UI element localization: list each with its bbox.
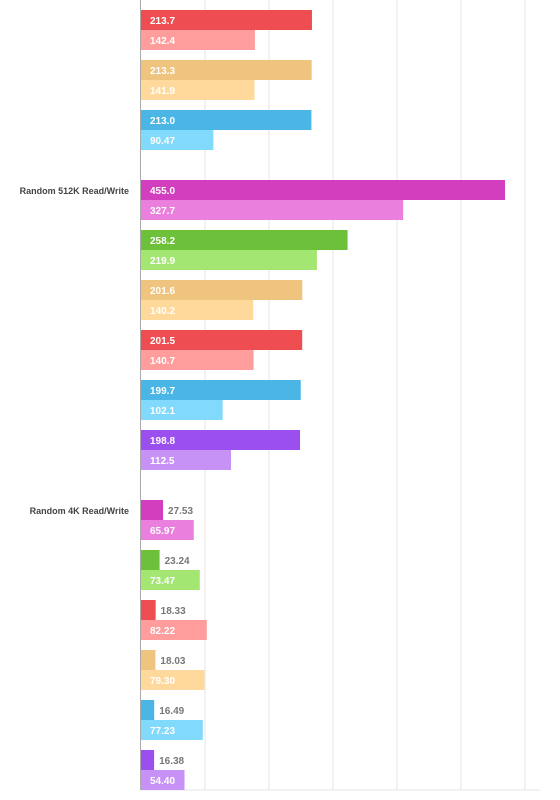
read-bar <box>141 330 303 350</box>
bar-value-label: 140.2 <box>150 306 175 317</box>
read-bar <box>141 380 301 400</box>
write-bar <box>141 300 254 320</box>
read-bar <box>141 430 301 450</box>
bar-value-label: 18.03 <box>160 656 185 667</box>
read-bar <box>141 550 160 570</box>
bars: 213.7 142.4 213.3 141.9 213.0 90.47 455.0 327.7… <box>141 10 505 790</box>
bar-value-label: 455.0 <box>150 186 175 197</box>
write-bar <box>141 570 200 590</box>
read-bar <box>141 600 156 620</box>
write-bar <box>141 250 317 270</box>
bar-value-label: 65.97 <box>150 526 175 537</box>
bar-value-label: 201.6 <box>150 286 175 297</box>
write-bar <box>141 770 185 790</box>
read-bar <box>141 180 505 200</box>
bar-value-label: 16.49 <box>159 706 184 717</box>
write-bar <box>141 200 404 220</box>
bar-value-label: 258.2 <box>150 236 175 247</box>
bar-value-label: 141.9 <box>150 86 175 97</box>
write-bar <box>141 720 203 740</box>
write-bar <box>141 350 254 370</box>
write-bar <box>141 400 223 420</box>
bar-value-label: 90.47 <box>150 136 175 147</box>
bar-value-label: 77.23 <box>150 726 175 737</box>
category-labels: Random 512K Read/Write Random 4K Read/Wri… <box>20 186 129 516</box>
bar-value-label: 54.40 <box>150 776 175 787</box>
write-bar <box>141 670 205 690</box>
read-bar <box>141 750 155 770</box>
category-label: Random 4K Read/Write <box>30 506 129 516</box>
bar-value-label: 142.4 <box>150 36 175 47</box>
bar-value-label: 219.9 <box>150 256 175 267</box>
write-bar <box>141 30 255 50</box>
write-bar <box>141 450 231 470</box>
bar-value-label: 27.53 <box>168 506 193 517</box>
bar-value-label: 199.7 <box>150 386 175 397</box>
read-bar <box>141 700 155 720</box>
bar-value-label: 82.22 <box>150 626 175 637</box>
read-bar <box>141 230 348 250</box>
bar-value-label: 102.1 <box>150 406 175 417</box>
category-label: Random 512K Read/Write <box>20 186 129 196</box>
write-bar <box>141 130 214 150</box>
bar-value-label: 18.33 <box>161 606 186 617</box>
bar-value-label: 213.0 <box>150 116 175 127</box>
bar-value-label: 213.7 <box>150 16 175 27</box>
write-bar <box>141 80 255 100</box>
bar-value-label: 201.5 <box>150 336 175 347</box>
read-bar <box>141 10 312 30</box>
read-bar <box>141 500 164 520</box>
read-bar <box>141 280 303 300</box>
read-bar <box>141 60 312 80</box>
bar-value-label: 16.38 <box>159 756 184 767</box>
bar-value-label: 79.30 <box>150 676 175 687</box>
read-bar <box>141 650 156 670</box>
bar-value-label: 198.8 <box>150 436 175 447</box>
grid-lines <box>141 0 540 791</box>
write-bar <box>141 520 194 540</box>
bar-value-label: 23.24 <box>165 556 190 567</box>
bar-value-label: 327.7 <box>150 206 175 217</box>
bar-value-label: 73.47 <box>150 576 175 587</box>
write-bar <box>141 620 207 640</box>
read-bar <box>141 110 312 130</box>
bar-value-label: 112.5 <box>150 456 175 467</box>
bar-value-label: 213.3 <box>150 66 175 77</box>
bar-value-label: 140.7 <box>150 356 175 367</box>
